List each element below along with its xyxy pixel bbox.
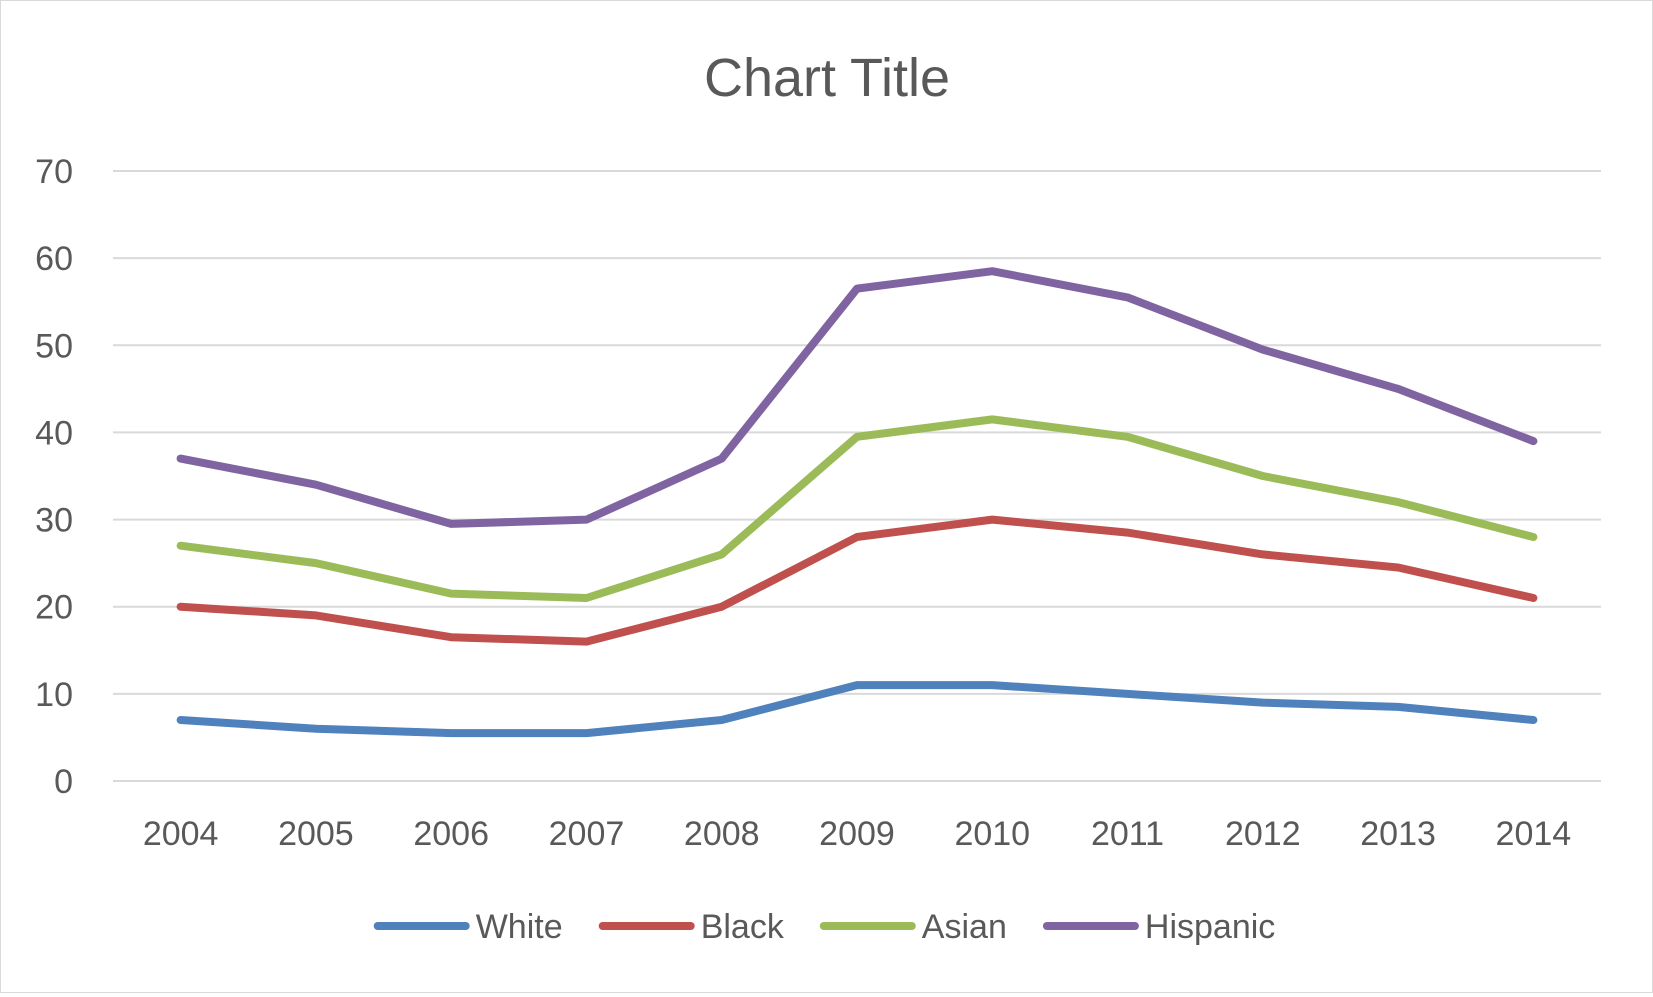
x-axis-tick-labels: 2004 2005 2006 2007 2008 2009 2010 2011 2012 2013… xyxy=(143,815,1571,853)
x-tick-label-2010: 2010 xyxy=(954,815,1030,853)
legend-label-hispanic: Hispanic xyxy=(1145,908,1275,946)
x-tick-label-2009: 2009 xyxy=(819,815,895,853)
legend-label-asian: Asian xyxy=(922,908,1007,946)
x-tick-label-2012: 2012 xyxy=(1225,815,1301,853)
legend-item-white: White xyxy=(373,908,563,946)
x-tick-label-2011: 2011 xyxy=(1091,815,1164,853)
x-tick-label-2008: 2008 xyxy=(684,815,760,853)
y-tick-label-30: 30 xyxy=(35,502,73,540)
y-tick-label-0: 0 xyxy=(54,763,73,801)
legend-label-white: White xyxy=(476,908,563,946)
y-axis-tick-labels: 0 10 20 30 40 50 60 70 xyxy=(35,153,73,801)
x-tick-label-2007: 2007 xyxy=(549,815,625,853)
y-tick-label-20: 20 xyxy=(35,589,73,627)
x-tick-label-2005: 2005 xyxy=(278,815,354,853)
x-tick-label-2004: 2004 xyxy=(143,815,219,853)
gridlines xyxy=(113,170,1601,782)
x-tick-label-2014: 2014 xyxy=(1496,815,1572,853)
x-tick-label-2013: 2013 xyxy=(1360,815,1436,853)
legend-item-black: Black xyxy=(598,908,785,946)
series-lines xyxy=(176,267,1538,738)
y-tick-label-70: 70 xyxy=(35,153,73,191)
legend-label-black: Black xyxy=(701,908,785,946)
series-line-black xyxy=(176,515,1538,646)
legend-item-asian: Asian xyxy=(819,908,1007,946)
series-line-white xyxy=(176,681,1538,738)
series-line-asian xyxy=(176,415,1538,602)
y-tick-label-10: 10 xyxy=(35,676,73,714)
chart-title: Chart Title xyxy=(704,48,950,108)
legend-item-hispanic: Hispanic xyxy=(1042,908,1275,946)
y-tick-label-60: 60 xyxy=(35,240,73,278)
series-line-hispanic xyxy=(176,267,1538,528)
x-tick-label-2006: 2006 xyxy=(413,815,489,853)
legend: White Black Asian Hispanic xyxy=(373,908,1275,946)
y-tick-label-40: 40 xyxy=(35,414,73,452)
y-tick-label-50: 50 xyxy=(35,327,73,365)
